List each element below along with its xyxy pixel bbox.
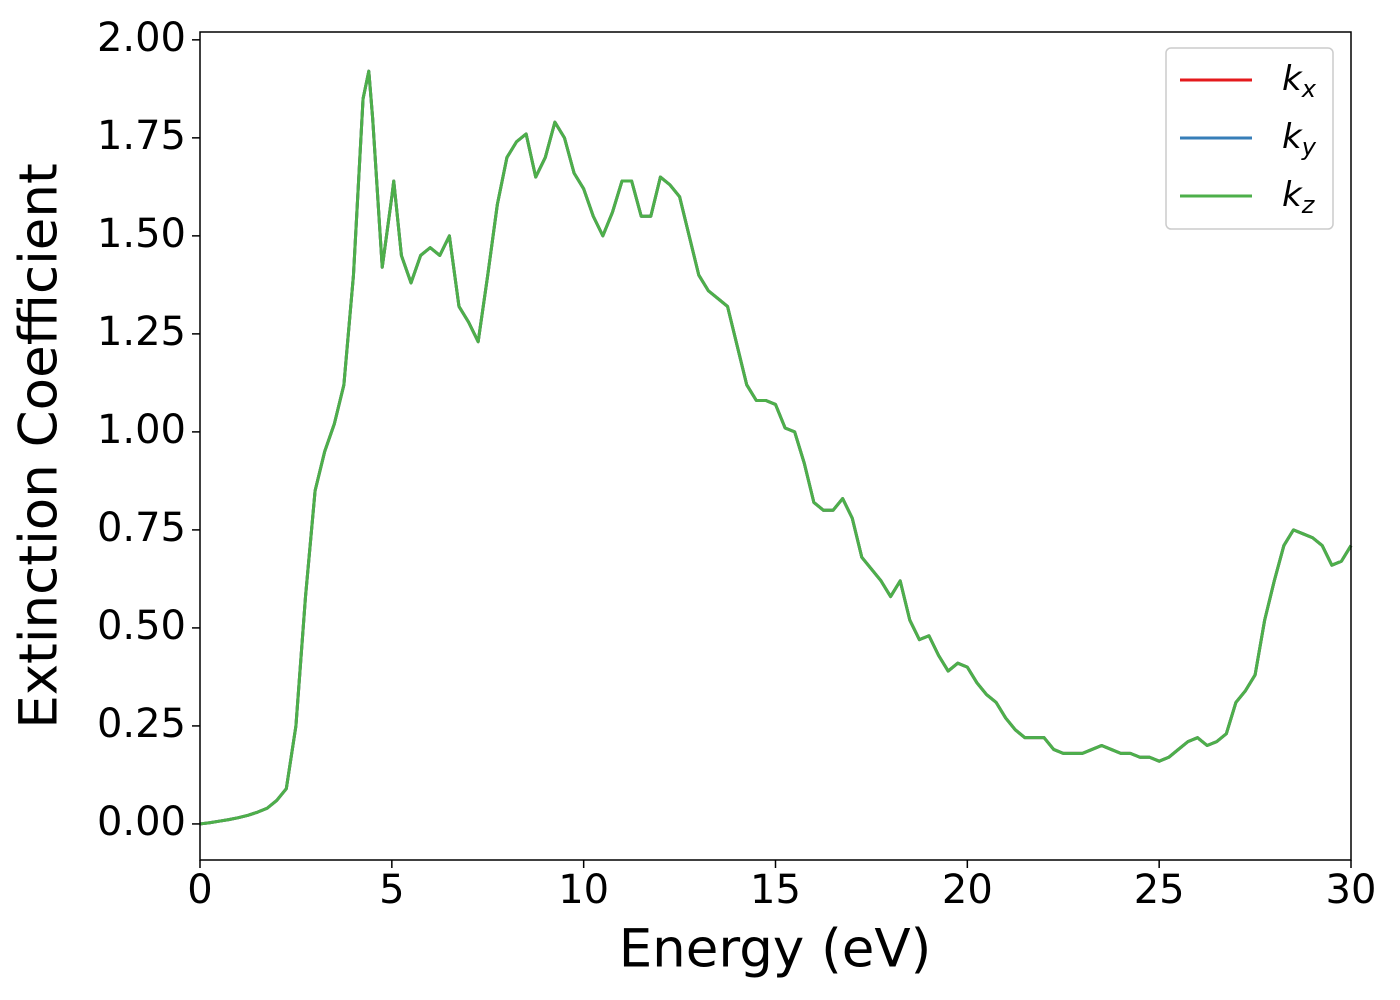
y-tick-label: 1.25: [97, 309, 186, 355]
y-tick-label: 0.75: [97, 505, 186, 551]
x-tick-label: 30: [1326, 867, 1377, 913]
y-tick-label: 0.25: [97, 701, 186, 747]
x-tick-label: 5: [379, 867, 404, 913]
x-tick-label: 15: [750, 867, 801, 913]
y-tick-label: 1.75: [97, 113, 186, 159]
legend: kx ky kz: [1165, 47, 1334, 230]
x-tick-label: 20: [942, 867, 993, 913]
data-line: [199, 69, 1353, 826]
x-tick-label: 25: [1134, 867, 1185, 913]
y-tick-label: 2.00: [97, 15, 186, 61]
y-axis-label: Extinction Coefficient: [9, 163, 70, 729]
y-tick-label: 0.50: [97, 603, 186, 649]
x-tick-label: 0: [187, 867, 212, 913]
legend-label: ky: [1282, 117, 1317, 162]
y-tick-label: 0.00: [97, 799, 186, 845]
legend-label: kz: [1282, 175, 1316, 220]
y-tick-label: 1.50: [97, 211, 186, 257]
x-tick-label: 10: [558, 867, 609, 913]
x-axis-label: Energy (eV): [619, 919, 932, 980]
plot-frame: [199, 31, 1352, 861]
legend-label: kx: [1282, 59, 1317, 104]
y-tick-label: 1.00: [97, 407, 186, 453]
